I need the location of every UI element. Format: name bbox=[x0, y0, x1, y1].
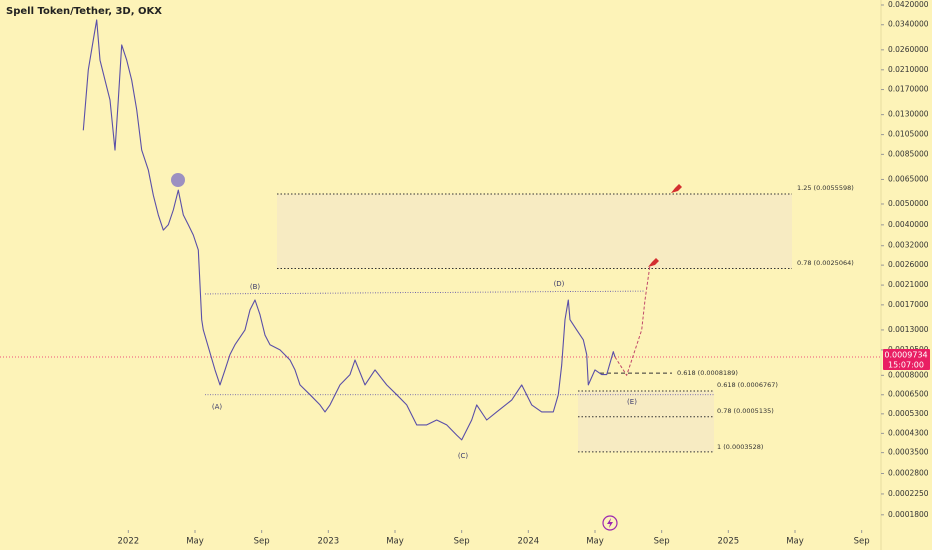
price-line bbox=[82, 19, 616, 441]
y-tick-label: 0.0008000 bbox=[888, 370, 929, 379]
y-tick-label: 0.0003500 bbox=[888, 448, 929, 457]
trendline bbox=[204, 290, 646, 295]
y-tick-label: 0.0210000 bbox=[888, 65, 929, 74]
wave-label: (E) bbox=[627, 398, 637, 406]
price-line bbox=[614, 265, 651, 376]
chart-title: Spell Token/Tether, 3D, OKX bbox=[6, 6, 162, 17]
y-tick-label: 0.0420000 bbox=[888, 0, 929, 9]
y-tick-label: 0.0130000 bbox=[888, 110, 929, 119]
fib-label: 0.618 (0.0006767) bbox=[717, 381, 778, 389]
wave-label: (B) bbox=[250, 283, 261, 291]
y-tick-label: 0.0017000 bbox=[888, 300, 929, 309]
countdown-label: 15:07:00 bbox=[888, 360, 924, 369]
x-tick-label: Sep bbox=[654, 537, 670, 547]
x-tick-label: 2025 bbox=[718, 537, 740, 547]
y-tick-label: 0.0026000 bbox=[888, 260, 929, 269]
x-tick-label: Sep bbox=[454, 537, 470, 547]
y-tick-label: 0.0021000 bbox=[888, 280, 929, 289]
y-tick-label: 0.0065000 bbox=[888, 174, 929, 183]
target-zone bbox=[277, 194, 792, 269]
wave-label: (A) bbox=[212, 403, 223, 411]
fib-label: 0.78 (0.0025064) bbox=[797, 259, 854, 267]
last-price-label: 0.0009734 bbox=[884, 350, 927, 359]
pin-icon bbox=[648, 258, 659, 267]
x-tick-label: 2024 bbox=[518, 537, 540, 547]
y-tick-label: 0.0002800 bbox=[888, 468, 929, 477]
fib-label: 1.25 (0.0055598) bbox=[797, 184, 854, 192]
x-tick-label: May bbox=[586, 537, 604, 547]
x-tick-label: Sep bbox=[854, 537, 870, 547]
fib-label: 0.78 (0.0005135) bbox=[717, 407, 774, 415]
x-tick-label: Sep bbox=[254, 537, 270, 547]
y-tick-label: 0.0002250 bbox=[888, 489, 929, 498]
y-tick-label: 0.0006500 bbox=[888, 390, 929, 399]
y-tick-label: 0.0085000 bbox=[888, 149, 929, 158]
plot-area bbox=[0, 19, 880, 453]
lightning-icon[interactable] bbox=[602, 515, 618, 531]
x-tick-label: May bbox=[786, 537, 804, 547]
target-zone bbox=[578, 390, 714, 452]
y-tick-label: 0.0050000 bbox=[888, 199, 929, 208]
fib-label: 1 (0.0003528) bbox=[717, 443, 763, 451]
y-tick-label: 0.0001800 bbox=[888, 510, 929, 519]
y-tick-label: 0.0032000 bbox=[888, 241, 929, 250]
wave-label: (D) bbox=[554, 280, 565, 288]
x-tick-label: 2022 bbox=[118, 537, 140, 547]
last-price-box bbox=[883, 348, 930, 370]
y-tick-label: 0.0013000 bbox=[888, 325, 929, 334]
y-tick-label: 0.0105000 bbox=[888, 130, 929, 139]
y-tick-label: 0.0170000 bbox=[888, 85, 929, 94]
y-tick-label: 0.0260000 bbox=[888, 45, 929, 54]
x-tick-label: May bbox=[386, 537, 404, 547]
x-tick-label: 2023 bbox=[318, 537, 340, 547]
x-tick-label: May bbox=[186, 537, 204, 547]
y-tick-label: 0.0004300 bbox=[888, 428, 929, 437]
pin-icon bbox=[671, 184, 682, 193]
y-tick-label: 0.0340000 bbox=[888, 20, 929, 29]
y-tick-label: 0.0040000 bbox=[888, 220, 929, 229]
wave-label: (C) bbox=[458, 452, 469, 460]
fib-label: 0.618 (0.0008189) bbox=[677, 369, 738, 377]
highlight-circle bbox=[171, 173, 185, 187]
y-tick-label: 0.0005300 bbox=[888, 409, 929, 418]
